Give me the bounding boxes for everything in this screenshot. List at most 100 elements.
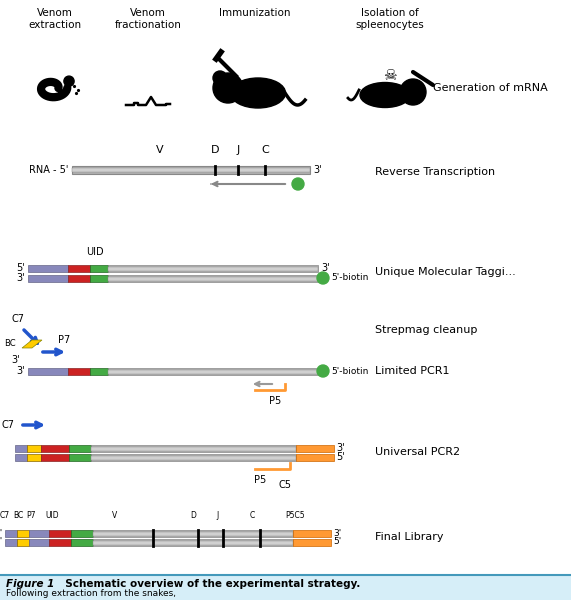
Bar bbox=[71, 530, 93, 537]
Circle shape bbox=[64, 76, 74, 86]
Bar bbox=[28, 368, 68, 375]
Text: P5C5: P5C5 bbox=[285, 511, 305, 520]
Text: 5': 5' bbox=[333, 538, 341, 547]
Circle shape bbox=[317, 272, 329, 284]
Text: D: D bbox=[211, 145, 219, 155]
Circle shape bbox=[213, 71, 227, 85]
Text: C7: C7 bbox=[11, 314, 25, 324]
Bar bbox=[93, 541, 293, 545]
Circle shape bbox=[292, 178, 304, 190]
Bar bbox=[69, 445, 91, 452]
Text: P5: P5 bbox=[254, 475, 266, 485]
Circle shape bbox=[213, 73, 243, 103]
Text: C: C bbox=[261, 145, 269, 155]
Bar bbox=[91, 455, 296, 460]
Bar bbox=[108, 277, 318, 280]
Bar bbox=[90, 265, 108, 272]
Text: 3': 3' bbox=[336, 443, 345, 453]
Bar bbox=[68, 275, 90, 282]
Text: C5: C5 bbox=[279, 480, 292, 490]
Bar bbox=[27, 454, 41, 461]
Bar bbox=[296, 445, 334, 452]
Text: Universal PCR2: Universal PCR2 bbox=[375, 447, 460, 457]
Text: Reverse Transcription: Reverse Transcription bbox=[375, 167, 495, 177]
Text: Generation of mRNA: Generation of mRNA bbox=[433, 83, 548, 93]
Bar bbox=[29, 539, 49, 546]
Bar bbox=[68, 368, 90, 375]
Bar bbox=[90, 275, 108, 282]
Text: P7: P7 bbox=[58, 335, 70, 345]
Bar bbox=[5, 530, 17, 537]
Text: ☠: ☠ bbox=[383, 67, 397, 82]
Text: Figure 1: Figure 1 bbox=[6, 579, 54, 589]
Text: Venom
extraction: Venom extraction bbox=[29, 8, 82, 31]
Text: Unique Molecular Taggi...: Unique Molecular Taggi... bbox=[375, 267, 516, 277]
Ellipse shape bbox=[360, 82, 410, 107]
Bar bbox=[41, 445, 69, 452]
Bar bbox=[15, 445, 27, 452]
Text: C: C bbox=[250, 511, 255, 520]
Text: 3': 3' bbox=[333, 529, 341, 538]
Bar bbox=[0, 575, 571, 600]
Text: 3': 3' bbox=[321, 263, 329, 273]
Bar bbox=[93, 530, 293, 537]
Bar bbox=[68, 265, 90, 272]
Text: Isolation of
spleenocytes: Isolation of spleenocytes bbox=[356, 8, 424, 31]
Ellipse shape bbox=[231, 78, 286, 108]
Bar bbox=[49, 530, 71, 537]
Text: BC: BC bbox=[13, 511, 23, 520]
Text: Venom
fractionation: Venom fractionation bbox=[115, 8, 182, 31]
Bar bbox=[49, 539, 71, 546]
Bar bbox=[293, 530, 331, 537]
Text: 5': 5' bbox=[16, 263, 25, 273]
Text: Immunization: Immunization bbox=[219, 8, 291, 18]
Text: J: J bbox=[236, 145, 240, 155]
Text: D: D bbox=[190, 511, 196, 520]
Bar bbox=[28, 265, 68, 272]
Text: Final Library: Final Library bbox=[375, 532, 444, 542]
Text: 3': 3' bbox=[17, 366, 25, 376]
Bar bbox=[91, 454, 296, 461]
Bar bbox=[108, 275, 318, 282]
Text: P5: P5 bbox=[269, 396, 281, 406]
Text: 3': 3' bbox=[11, 355, 21, 365]
Text: UID: UID bbox=[45, 511, 59, 520]
Text: 3': 3' bbox=[17, 273, 25, 283]
Bar bbox=[90, 368, 108, 375]
Text: 5': 5' bbox=[0, 529, 3, 538]
Text: UID: UID bbox=[86, 247, 104, 257]
Bar bbox=[108, 368, 318, 375]
Text: 5'-biotin: 5'-biotin bbox=[331, 367, 368, 376]
Text: V: V bbox=[156, 145, 164, 155]
Text: 5': 5' bbox=[336, 452, 345, 462]
Text: C7: C7 bbox=[2, 420, 15, 430]
Bar bbox=[5, 539, 17, 546]
Text: RNA - 5': RNA - 5' bbox=[29, 165, 68, 175]
Bar bbox=[72, 168, 310, 172]
Bar bbox=[296, 454, 334, 461]
Bar bbox=[71, 539, 93, 546]
Bar bbox=[108, 370, 318, 373]
Text: P7: P7 bbox=[26, 511, 36, 520]
Polygon shape bbox=[22, 340, 42, 348]
Bar bbox=[91, 446, 296, 451]
Circle shape bbox=[400, 79, 426, 105]
Text: Following extraction from the snakes,: Following extraction from the snakes, bbox=[6, 589, 176, 599]
Text: V: V bbox=[112, 511, 118, 520]
Text: 3': 3' bbox=[313, 165, 321, 175]
Text: J: J bbox=[217, 511, 219, 520]
Bar bbox=[93, 539, 293, 546]
Text: BC: BC bbox=[5, 340, 16, 349]
Text: Limited PCR1: Limited PCR1 bbox=[375, 366, 449, 376]
Bar bbox=[15, 454, 27, 461]
Bar bbox=[69, 454, 91, 461]
Bar bbox=[28, 275, 68, 282]
Bar bbox=[17, 530, 29, 537]
Bar bbox=[93, 532, 293, 535]
Bar bbox=[41, 454, 69, 461]
Bar bbox=[17, 539, 29, 546]
Text: 3': 3' bbox=[0, 538, 3, 547]
Bar bbox=[27, 445, 41, 452]
Bar bbox=[91, 445, 296, 452]
Text: Strepmag cleanup: Strepmag cleanup bbox=[375, 325, 477, 335]
